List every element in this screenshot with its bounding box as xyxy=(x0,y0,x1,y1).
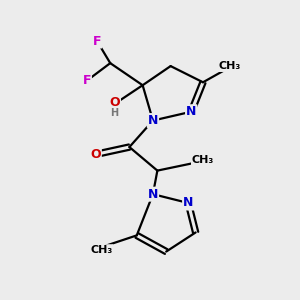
Text: CH₃: CH₃ xyxy=(192,155,214,165)
Text: H: H xyxy=(111,108,119,118)
Text: CH₃: CH₃ xyxy=(218,61,241,71)
Text: O: O xyxy=(90,148,101,161)
Text: O: O xyxy=(110,96,120,110)
Text: N: N xyxy=(183,196,194,209)
Text: N: N xyxy=(148,188,158,201)
Text: F: F xyxy=(93,34,101,48)
Text: N: N xyxy=(186,105,196,118)
Text: N: N xyxy=(148,114,158,127)
Text: CH₃: CH₃ xyxy=(90,245,112,255)
Text: F: F xyxy=(82,74,91,87)
